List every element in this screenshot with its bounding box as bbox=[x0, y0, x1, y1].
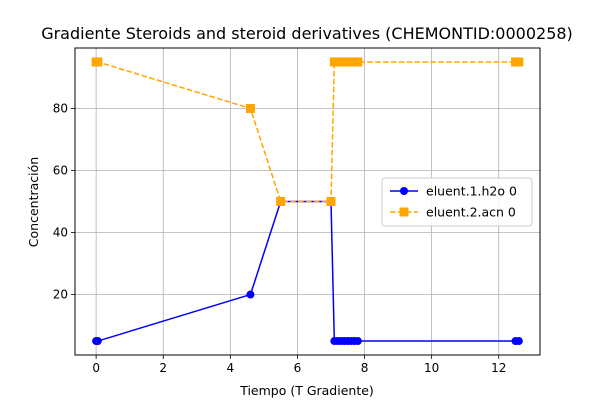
data-point bbox=[353, 57, 363, 67]
data-point bbox=[246, 290, 255, 299]
data-point bbox=[93, 57, 103, 67]
legend-box bbox=[381, 177, 533, 227]
legend-label: eluent.2.acn 0 bbox=[426, 205, 516, 220]
y-tick-label: 80 bbox=[53, 101, 68, 115]
x-tick-label: 12 bbox=[491, 361, 506, 375]
x-tick-label: 8 bbox=[361, 361, 369, 375]
x-tick-label: 0 bbox=[92, 361, 100, 375]
data-point bbox=[353, 337, 362, 346]
chart-title: Gradiente Steroids and steroid derivativ… bbox=[41, 24, 573, 43]
plot-frame bbox=[74, 47, 541, 356]
legend-marker bbox=[400, 187, 408, 195]
x-tick-label: 2 bbox=[159, 361, 167, 375]
x-axis: 0 2 4 6 8 10 12 bbox=[92, 355, 506, 375]
data-point bbox=[514, 337, 523, 346]
x-tick-label: 10 bbox=[424, 361, 439, 375]
data-point bbox=[245, 103, 255, 113]
data-point bbox=[276, 197, 286, 206]
y-tick-label: 60 bbox=[53, 163, 68, 177]
legend: eluent.1.h2o 0 eluent.2.acn 0 bbox=[381, 177, 533, 227]
y-tick-label: 20 bbox=[53, 288, 68, 302]
legend-label: eluent.1.h2o 0 bbox=[426, 184, 517, 199]
x-tick-label: 6 bbox=[294, 361, 302, 375]
y-axis: 20 40 60 80 bbox=[53, 101, 75, 302]
data-point bbox=[93, 337, 102, 346]
data-point bbox=[514, 57, 524, 67]
series-2 bbox=[91, 57, 524, 206]
data-point bbox=[326, 197, 336, 206]
y-axis-label: Concentración bbox=[26, 157, 41, 247]
y-tick-label: 40 bbox=[53, 226, 68, 240]
series-layer bbox=[91, 57, 524, 346]
x-axis-label: Tiempo (T Gradiente) bbox=[239, 383, 374, 398]
x-tick-label: 4 bbox=[227, 361, 235, 375]
legend-marker bbox=[399, 207, 409, 217]
